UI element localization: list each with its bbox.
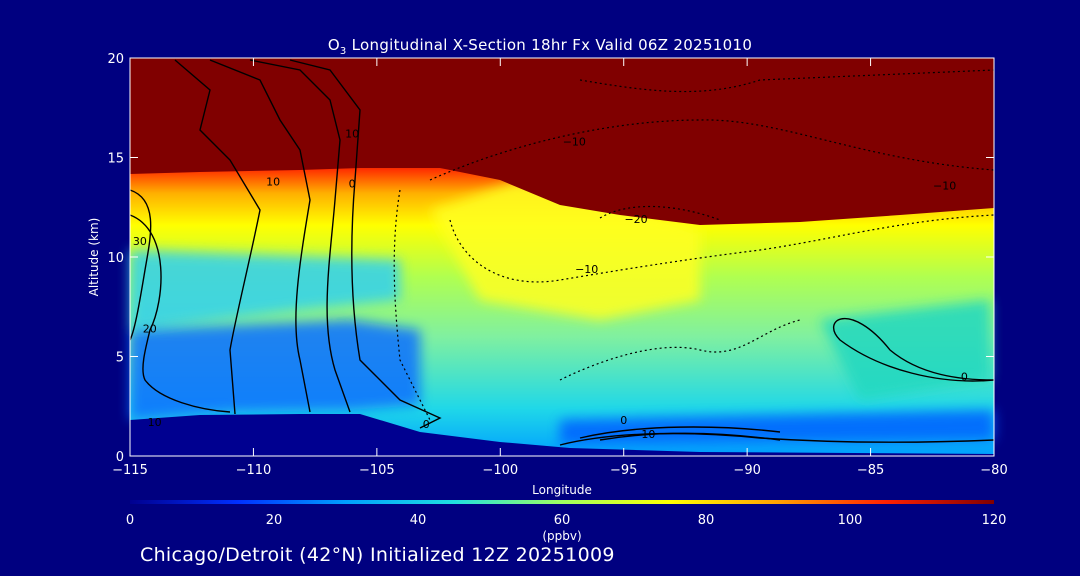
colorbar-tick-label: 20 bbox=[266, 513, 283, 528]
x-tick-label: −100 bbox=[482, 463, 518, 478]
y-axis-label: Altitude (km) bbox=[87, 218, 101, 297]
contour-label: −10 bbox=[933, 179, 956, 192]
contour-labels: 10 20 30 10 10 0 0 −10 −20 −10 0 10 −10 0 bbox=[133, 128, 968, 441]
y-tick-label: 10 bbox=[107, 251, 124, 266]
y-tick-label: 5 bbox=[116, 351, 124, 366]
footer-caption: Chicago/Detroit (42°N) Initialized 12Z 2… bbox=[140, 544, 615, 566]
x-tick-label: −115 bbox=[112, 463, 148, 478]
y-tick-label: 15 bbox=[107, 152, 124, 167]
colorbar-strip bbox=[130, 500, 994, 504]
x-tick-label: −85 bbox=[857, 463, 884, 478]
contour-label: −10 bbox=[563, 136, 586, 149]
x-tick-label: −105 bbox=[359, 463, 395, 478]
contour-label: 0 bbox=[349, 177, 356, 190]
contour-label: 0 bbox=[423, 418, 430, 431]
contour-label: 10 bbox=[345, 128, 359, 141]
colorbar-label: (ppbv) bbox=[542, 529, 581, 543]
colorbar: 0 20 40 60 80 100 120 (ppbv) bbox=[126, 500, 1007, 543]
x-axis: −115 −110 −105 −100 −95 −90 −85 −80 bbox=[112, 58, 1008, 478]
terrain-mask bbox=[130, 414, 994, 456]
contour-label: 30 bbox=[133, 235, 147, 248]
colorbar-tick-label: 0 bbox=[126, 513, 134, 528]
x-tick-label: −80 bbox=[980, 463, 1007, 478]
chart-title: O3 Longitudinal X-Section 18hr Fx Valid … bbox=[327, 36, 753, 57]
contour-label: 10 bbox=[266, 175, 280, 188]
contour-label: 10 bbox=[641, 428, 655, 441]
dashed-contours bbox=[393, 69, 995, 421]
field-shading bbox=[130, 180, 994, 445]
x-tick-label: −110 bbox=[236, 463, 272, 478]
x-tick-label: −95 bbox=[610, 463, 637, 478]
colorbar-tick-label: 40 bbox=[410, 513, 427, 528]
x-axis-label: Longitude bbox=[532, 483, 592, 497]
colorbar-ticks: 0 20 40 60 80 100 120 bbox=[126, 513, 1007, 528]
high-ozone-region bbox=[130, 58, 994, 225]
contour-label: 20 bbox=[143, 323, 157, 336]
contour-label: 10 bbox=[148, 416, 162, 429]
contour-label: −10 bbox=[575, 263, 598, 276]
solid-contours bbox=[129, 59, 995, 446]
y-axis: 0 5 10 15 20 bbox=[107, 52, 994, 465]
colorbar-tick-label: 120 bbox=[982, 513, 1007, 528]
y-tick-label: 0 bbox=[116, 450, 124, 465]
colorbar-tick-label: 80 bbox=[698, 513, 715, 528]
contour-label: 0 bbox=[620, 414, 627, 427]
plot-area bbox=[129, 58, 995, 456]
x-tick-label: −90 bbox=[733, 463, 760, 478]
y-tick-label: 20 bbox=[107, 52, 124, 67]
colorbar-tick-label: 100 bbox=[838, 513, 863, 528]
colorbar-tick-label: 60 bbox=[554, 513, 571, 528]
contour-label: 0 bbox=[961, 370, 968, 383]
contour-label: −20 bbox=[624, 213, 647, 226]
